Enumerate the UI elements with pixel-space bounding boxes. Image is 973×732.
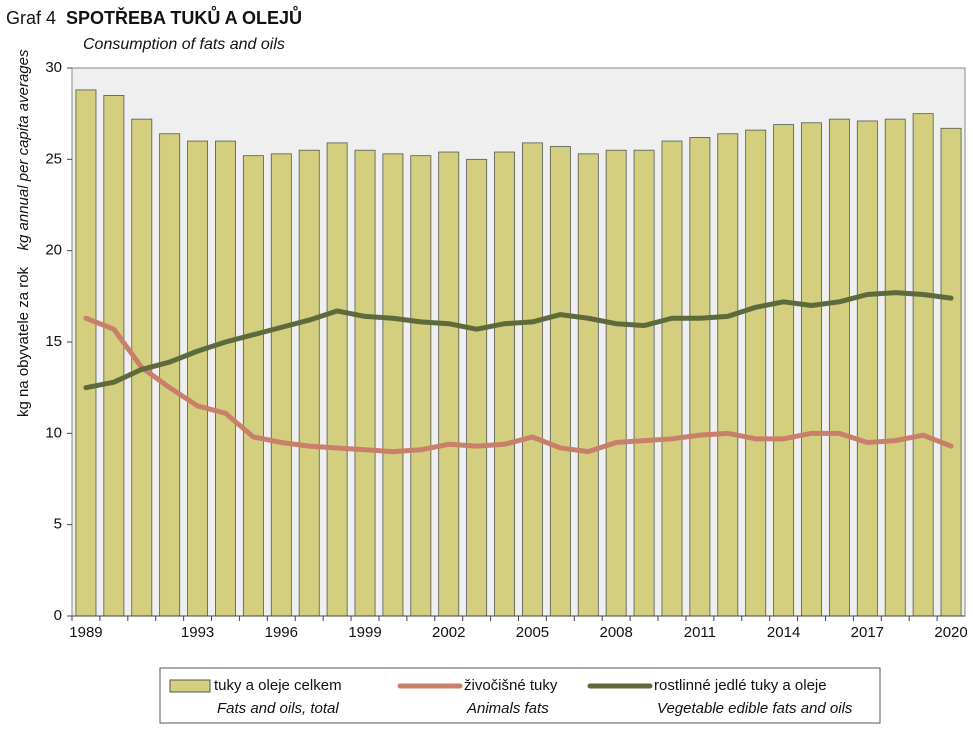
bar xyxy=(773,124,795,617)
bar xyxy=(522,142,543,617)
bar xyxy=(159,133,181,617)
x-tick-label: 2005 xyxy=(516,624,549,641)
y-tick-label: 10 xyxy=(45,424,62,441)
bar xyxy=(298,149,320,617)
line xyxy=(83,290,954,391)
bar xyxy=(438,151,460,617)
y-axis-label: kg na obyvatele za rok xyxy=(15,266,32,417)
bar xyxy=(689,137,711,617)
bar xyxy=(410,155,432,617)
bar xyxy=(494,151,515,617)
bar xyxy=(242,155,264,617)
y-tick-label: 30 xyxy=(45,59,62,76)
bar xyxy=(856,120,878,617)
y-tick-label: 20 xyxy=(45,242,62,259)
bar xyxy=(605,149,627,617)
legend-label: živočišné tuky xyxy=(464,677,558,694)
legend-swatch xyxy=(169,679,211,693)
y-tick-label: 5 xyxy=(54,516,62,533)
legend-box xyxy=(159,667,881,724)
x-tick-label: 2008 xyxy=(599,624,632,641)
x-tick-label: 1993 xyxy=(181,624,214,641)
x-tick-label: 2020 xyxy=(934,624,967,641)
x-tick-label: 1996 xyxy=(265,624,298,641)
bar xyxy=(270,153,292,617)
x-tick-label: 2002 xyxy=(432,624,465,641)
chart-title-label: Graf 4 xyxy=(6,8,56,28)
bar xyxy=(661,140,683,617)
legend-label: tuky a oleje celkem xyxy=(214,677,342,694)
chart-title: SPOTŘEBA TUKŮ A OLEJŮ xyxy=(66,6,302,28)
legend-label-en: Fats and oils, total xyxy=(217,700,339,717)
x-tick-label: 1999 xyxy=(348,624,381,641)
bar xyxy=(940,127,962,617)
bar xyxy=(577,153,599,617)
line xyxy=(83,315,954,455)
bar xyxy=(103,95,125,617)
y-tick-label: 25 xyxy=(45,150,62,167)
y-tick-label: 15 xyxy=(45,333,62,350)
bar xyxy=(466,158,488,617)
bar xyxy=(549,146,571,617)
bar xyxy=(745,129,767,617)
bar xyxy=(717,133,739,617)
bar xyxy=(326,142,348,617)
legend-label: rostlinné jedlé tuky a oleje xyxy=(654,677,827,694)
bar xyxy=(75,89,97,617)
x-tick-label: 2017 xyxy=(851,624,884,641)
bar xyxy=(354,149,376,617)
x-tick-label: 1989 xyxy=(69,624,102,641)
bar xyxy=(801,122,822,617)
bar xyxy=(828,118,850,617)
bar xyxy=(884,118,906,617)
bar xyxy=(382,153,404,617)
y-axis-label-en: kg annual per capita averages xyxy=(15,49,32,250)
bar xyxy=(215,140,236,617)
bar xyxy=(633,149,655,617)
bar xyxy=(912,113,934,617)
bar xyxy=(187,140,209,617)
x-tick-label: 2011 xyxy=(684,624,716,641)
y-tick-label: 0 xyxy=(54,607,62,624)
legend-label-en: Vegetable edible fats and oils xyxy=(657,700,853,717)
x-tick-label: 2014 xyxy=(767,624,800,641)
chart-subtitle: Consumption of fats and oils xyxy=(83,36,285,53)
legend-label-en: Animals fats xyxy=(466,700,549,717)
